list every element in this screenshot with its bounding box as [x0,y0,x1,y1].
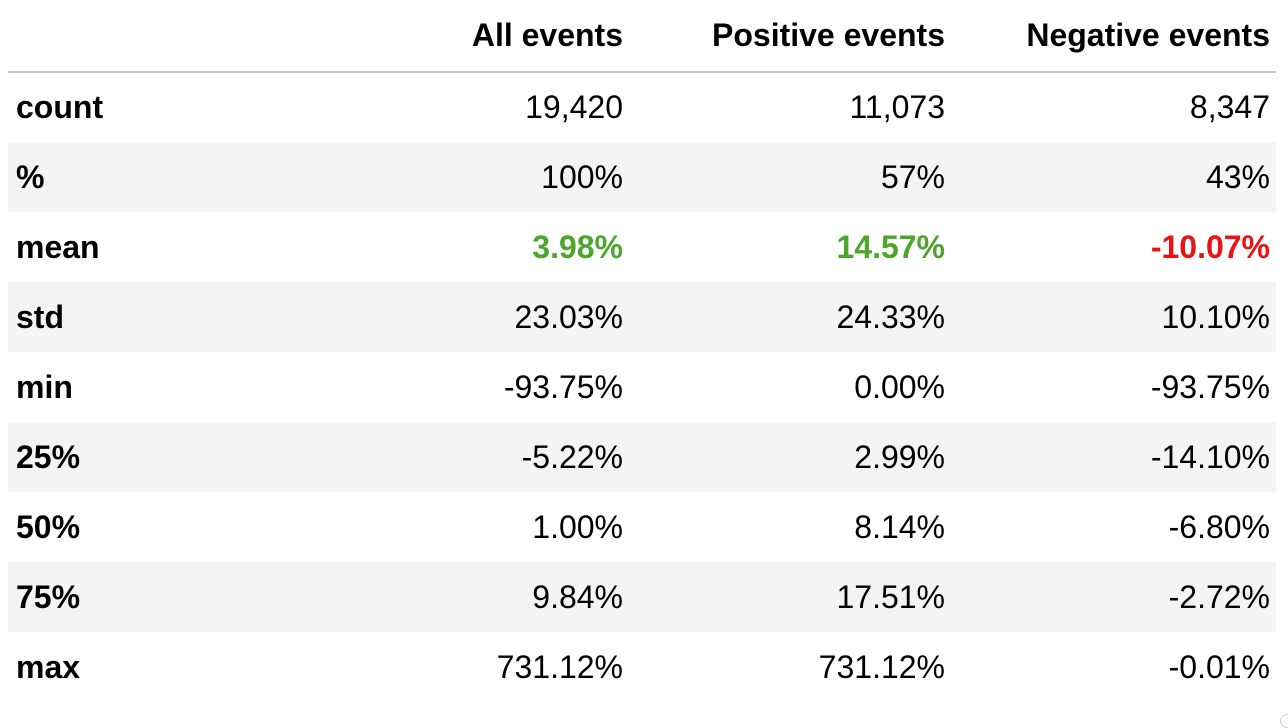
cell-all-events: -5.22% [521,438,623,475]
cell-positive-events: 14.57% [836,228,945,265]
table-row: count 19,420 11,073 8,347 [8,72,1276,142]
cell-positive-events: 2.99% [854,438,945,475]
table-row: std 23.03% 24.33% 10.10% [8,282,1276,352]
cell-negative-events: 8,347 [1189,89,1270,125]
row-label: 25% [16,438,81,475]
cell-negative-events: -0.01% [1168,648,1270,685]
cell-negative-events: 10.10% [1161,298,1270,335]
cell-negative-events: -14.10% [1150,438,1270,475]
cell-all-events: 9.84% [532,578,623,615]
cell-negative-events: -6.80% [1168,508,1270,545]
cell-all-events: 731.12% [496,648,623,685]
row-label: 50% [16,508,81,545]
row-label: max [16,648,81,685]
table-row: min -93.75% 0.00% -93.75% [8,352,1276,422]
cell-positive-events: 24.33% [836,298,945,335]
table-row: 25% -5.22% 2.99% -14.10% [8,422,1276,492]
cell-all-events: 23.03% [514,298,623,335]
header-all-events: All events [309,0,629,73]
table-body: count 19,420 11,073 8,347% 100% 57% 43% mean 3.9… [8,72,1276,702]
row-label: mean [16,228,100,265]
header-corner [8,0,309,73]
table-row: max 731.12% 731.12% -0.01% [8,632,1276,702]
cell-negative-events: 43% [1205,158,1270,195]
table-row: 50% 1.00% 8.14% -6.80% [8,492,1276,562]
cell-all-events: 100% [541,158,623,195]
cell-negative-events: -2.72% [1168,578,1270,615]
stats-table: All events Positive events Negative even… [8,0,1276,702]
cell-positive-events: 57% [880,158,945,195]
header-negative-events: Negative events [951,0,1276,73]
cell-all-events: 1.00% [532,508,623,545]
table-row: % 100% 57% 43% [8,142,1276,212]
cell-positive-events: 11,073 [849,89,946,125]
row-label: min [16,368,73,405]
row-label: count [16,89,104,125]
row-label: 75% [16,578,81,615]
resize-handle-icon [1280,714,1288,728]
table-header: All events Positive events Negative even… [8,0,1276,73]
table-row: 75% 9.84% 17.51% -2.72% [8,562,1276,632]
cell-positive-events: 17.51% [836,578,945,615]
header-positive-events: Positive events [629,0,951,73]
cell-positive-events: 8.14% [854,508,945,545]
cell-positive-events: 0.00% [854,368,945,405]
header-row: All events Positive events Negative even… [8,0,1276,73]
table-row: mean 3.98% 14.57% -10.07% [8,212,1276,282]
cell-positive-events: 731.12% [818,648,945,685]
cell-all-events: -93.75% [503,368,623,405]
row-label: % [16,158,45,195]
row-label: std [16,298,64,335]
cell-all-events: 19,420 [525,89,623,125]
cell-negative-events: -93.75% [1150,368,1270,405]
cell-negative-events: -10.07% [1150,228,1270,265]
cell-all-events: 3.98% [532,228,623,265]
